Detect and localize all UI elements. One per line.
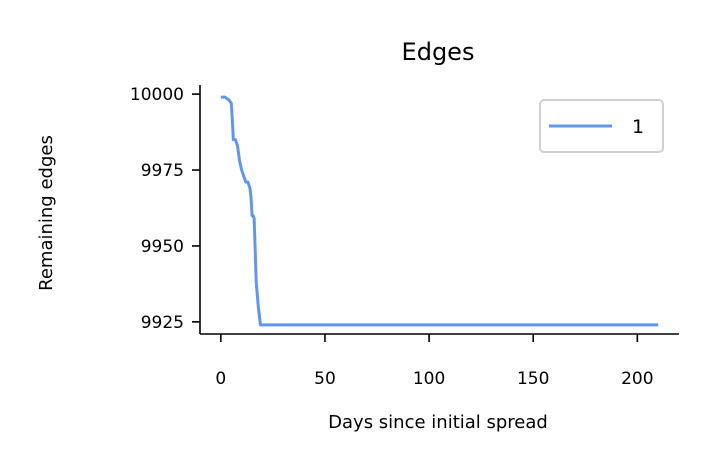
x-tick-label: 0 [215,369,226,389]
y-tick-label: 9975 [141,161,184,181]
y-ticks: 9925 9950 9975 10000 [130,85,200,333]
legend: 1 [539,99,664,153]
plot-area [220,95,659,327]
x-ticks: 0 50 100 150 200 [215,334,654,389]
x-tick-label: 100 [413,369,445,389]
x-tick-label: 150 [517,369,549,389]
y-tick-label: 9925 [141,313,184,333]
x-tick-label: 50 [314,369,336,389]
series-line-1 [220,95,659,327]
chart-title: Edges [402,38,475,66]
y-tick-label: 10000 [130,85,184,105]
legend-label: 1 [632,116,644,138]
x-axis-label: Days since initial spread [328,412,548,433]
y-axis-label: Remaining edges [36,135,57,291]
y-tick-label: 9950 [141,237,184,257]
x-tick-label: 200 [621,369,653,389]
